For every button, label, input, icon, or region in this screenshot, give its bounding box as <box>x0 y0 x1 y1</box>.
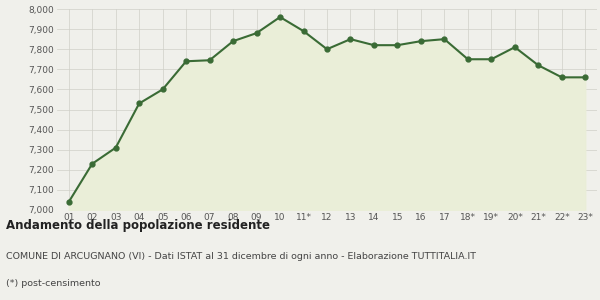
Text: Andamento della popolazione residente: Andamento della popolazione residente <box>6 219 270 232</box>
Text: COMUNE DI ARCUGNANO (VI) - Dati ISTAT al 31 dicembre di ogni anno - Elaborazione: COMUNE DI ARCUGNANO (VI) - Dati ISTAT al… <box>6 252 476 261</box>
Text: (*) post-censimento: (*) post-censimento <box>6 279 101 288</box>
